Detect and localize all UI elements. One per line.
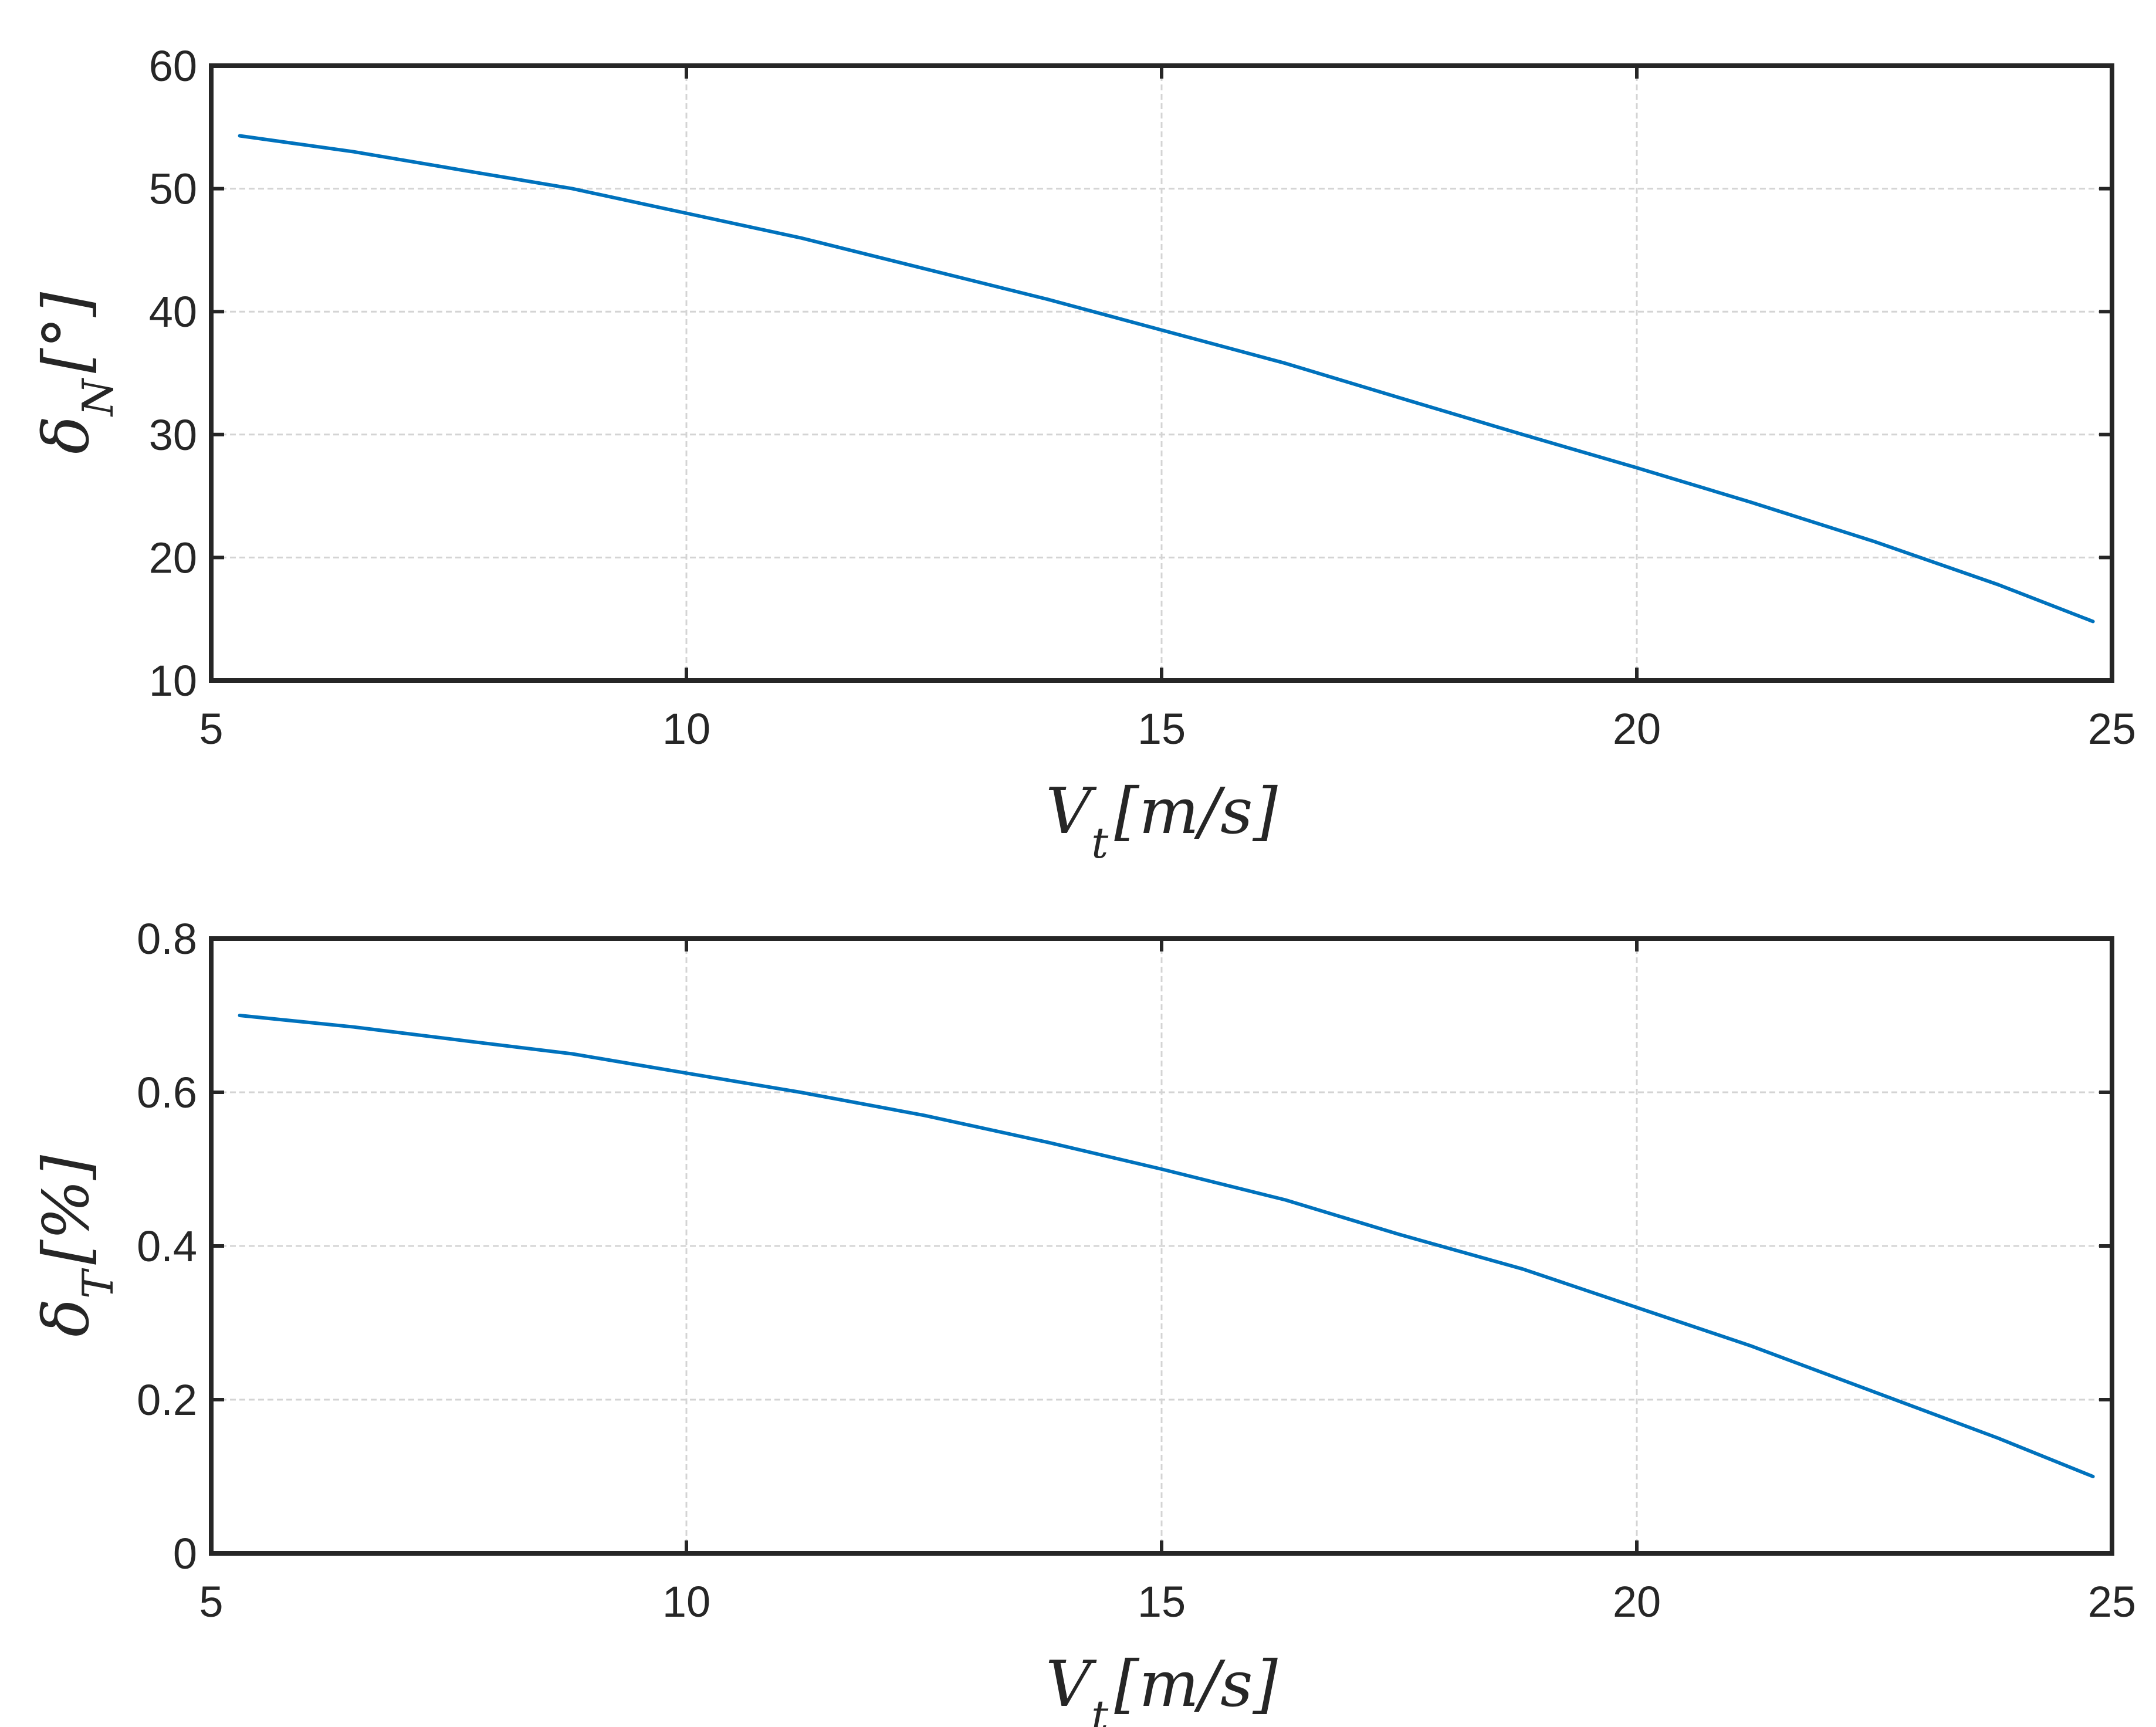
axis-label-subscript: t [1091,818,1109,868]
y-tick-label: 0.8 [137,915,197,963]
series-line-2-1 [238,1014,2095,1478]
axis-label-unit: [m/s] [1114,1648,1278,1721]
axis-label-base: V [1045,775,1097,848]
x-tick-label: 10 [662,705,710,753]
y-tick-label: 60 [149,42,197,90]
axis-label-subscript: T [73,1268,123,1299]
y-tick-label: 50 [149,165,197,214]
axis-label-unit: [%] [30,1154,103,1265]
x-axis-label: Vt[m/s] [1045,1648,1278,1727]
axis-label-unit: [m/s] [1114,775,1278,848]
axes-frame [209,63,2114,683]
y-tick-label: 20 [149,533,197,582]
axis-label-unit: [°] [30,292,103,373]
x-tick-label: 15 [1138,705,1186,753]
y-tick-label: 40 [149,287,197,336]
y-tick-label: 30 [149,411,197,459]
y-tick-label: 0.6 [137,1068,197,1117]
x-tick-label: 25 [2088,1577,2136,1626]
y-axis-label: δN[°] [30,292,123,454]
x-tick-label: 20 [1613,705,1661,753]
series-line-1-1 [238,134,2095,624]
axes-frame [209,936,2114,1556]
y-axis-label: δT[%] [30,1154,123,1337]
subplot-2: 5 10 15 20 25 0 0.2 0.4 0.6 0.8 Vt[m/s] δT[%] [30,915,2136,1727]
x-tick-label: 5 [199,1577,223,1626]
axis-label-base: δ [30,416,103,454]
y-tick-label: 0.4 [137,1222,197,1271]
x-axis-label: Vt[m/s] [1045,775,1278,868]
axis-label-base: δ [30,1299,103,1337]
x-tick-label: 20 [1613,1577,1661,1626]
axis-label-subscript: N [73,377,123,417]
x-tick-label: 15 [1138,1577,1186,1626]
axis-label-base: V [1045,1648,1097,1721]
x-tick-label: 25 [2088,705,2136,753]
y-tick-label: 0.2 [137,1376,197,1424]
y-tick-label: 10 [149,656,197,705]
y-tick-label: 0 [173,1529,197,1578]
axis-label-subscript: t [1091,1691,1109,1727]
x-tick-label: 5 [199,705,223,753]
x-tick-label: 10 [662,1577,710,1626]
